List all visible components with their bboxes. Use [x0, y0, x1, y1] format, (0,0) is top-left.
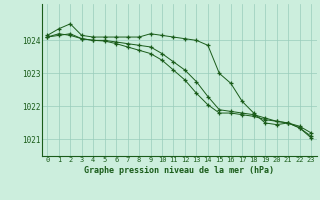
X-axis label: Graphe pression niveau de la mer (hPa): Graphe pression niveau de la mer (hPa) — [84, 166, 274, 175]
